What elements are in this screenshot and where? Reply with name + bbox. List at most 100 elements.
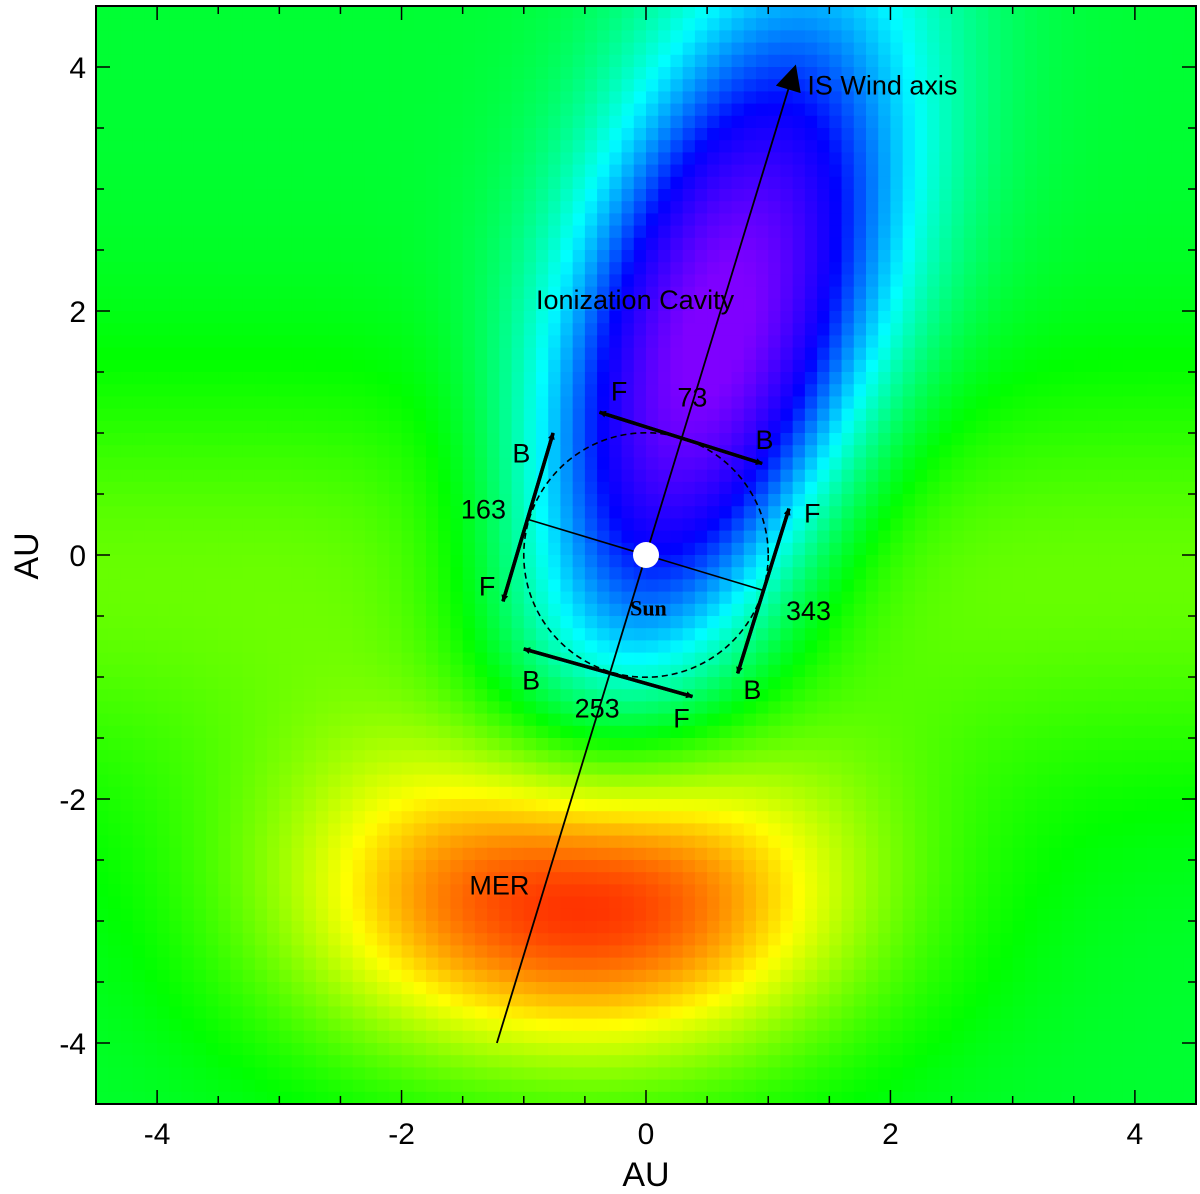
- heatmap-cell: [1073, 530, 1087, 544]
- heatmap-cell: [474, 420, 488, 434]
- heatmap-cell: [1134, 42, 1148, 56]
- heatmap-cell: [328, 628, 342, 641]
- heatmap-cell: [316, 189, 329, 202]
- heatmap-cell: [804, 664, 818, 678]
- heatmap-cell: [963, 262, 977, 275]
- heatmap-cell: [206, 408, 219, 422]
- heatmap-cell: [364, 335, 378, 349]
- heatmap-cell: [1134, 628, 1148, 641]
- heatmap-cell: [621, 237, 635, 251]
- heatmap-cell: [731, 542, 745, 556]
- heatmap-cell: [1061, 518, 1075, 532]
- heatmap-cell: [621, 201, 635, 214]
- heatmap-cell: [817, 79, 830, 92]
- heatmap-cell: [169, 433, 183, 446]
- heatmap-cell: [841, 408, 855, 422]
- heatmap-cell: [1049, 420, 1063, 434]
- heatmap-cell: [254, 311, 268, 324]
- heatmap-cell: [193, 567, 207, 580]
- heatmap-cell: [1183, 384, 1196, 397]
- heatmap-cell: [401, 372, 415, 385]
- heatmap-cell: [1000, 140, 1014, 153]
- heatmap-cell: [548, 176, 562, 190]
- heatmap-cell: [254, 469, 268, 483]
- heatmap-cell: [242, 579, 256, 593]
- heatmap-cell: [560, 128, 574, 141]
- heatmap-cell: [658, 213, 672, 227]
- heatmap-cell: [1024, 311, 1038, 324]
- heatmap-cell: [584, 396, 598, 410]
- heatmap-cell: [132, 640, 146, 654]
- heatmap-cell: [621, 396, 635, 410]
- heatmap-cell: [890, 274, 904, 288]
- heatmap-cell: [279, 616, 293, 629]
- heatmap-cell: [633, 457, 647, 471]
- heatmap-cell: [120, 506, 134, 519]
- heatmap-cell: [866, 79, 879, 92]
- heatmap-cell: [1110, 616, 1124, 629]
- heatmap-cell: [866, 189, 879, 202]
- heatmap-cell: [377, 237, 390, 251]
- heatmap-cell: [230, 335, 244, 349]
- heatmap-cell: [829, 494, 843, 507]
- heatmap-cell: [878, 67, 892, 80]
- heatmap-cell: [621, 433, 635, 446]
- heatmap-cell: [768, 591, 782, 605]
- heatmap-cell: [1147, 189, 1160, 202]
- heatmap-cell: [523, 469, 537, 483]
- heatmap-cell: [401, 128, 415, 141]
- heatmap-cell: [536, 176, 549, 190]
- heatmap-cell: [927, 213, 940, 227]
- heatmap-cell: [597, 189, 610, 202]
- heatmap-cell: [951, 616, 965, 629]
- heatmap-cell: [1147, 298, 1160, 312]
- heatmap-cell: [878, 274, 892, 288]
- heatmap-cell: [193, 225, 207, 239]
- heatmap-cell: [829, 542, 843, 556]
- heatmap-cell: [829, 420, 843, 434]
- heatmap-cell: [230, 469, 244, 483]
- heatmap-cell: [267, 6, 280, 19]
- heatmap-cell: [817, 189, 830, 202]
- heatmap-cell: [267, 176, 280, 190]
- heatmap-cell: [780, 384, 794, 397]
- heatmap-cell: [694, 664, 708, 678]
- heatmap-cell: [206, 323, 219, 336]
- heatmap-cell: [523, 152, 537, 166]
- heatmap-cell: [927, 225, 940, 239]
- heatmap-cell: [377, 469, 390, 483]
- heatmap-cell: [866, 664, 879, 678]
- heatmap-cell: [120, 616, 134, 629]
- heatmap-cell: [951, 481, 965, 495]
- heatmap-cell: [1073, 91, 1087, 105]
- heatmap-cell: [743, 54, 757, 68]
- heatmap-cell: [328, 67, 342, 80]
- heatmap-cell: [682, 481, 696, 495]
- heatmap-cell: [1012, 262, 1026, 275]
- heatmap-cell: [866, 250, 879, 263]
- heatmap-cell: [193, 359, 207, 373]
- heatmap-cell: [853, 152, 867, 166]
- heatmap-cell: [914, 18, 928, 31]
- heatmap-cell: [218, 481, 232, 495]
- heatmap-cell: [132, 6, 146, 19]
- heatmap-cell: [1000, 189, 1014, 202]
- heatmap-cell: [914, 323, 928, 336]
- heatmap-cell: [719, 616, 733, 629]
- heatmap-cell: [1098, 567, 1112, 580]
- heatmap-cell: [462, 652, 476, 666]
- heatmap-cell: [169, 579, 183, 593]
- heatmap-cell: [303, 250, 317, 263]
- heatmap-cell: [218, 579, 232, 593]
- heatmap-cell: [988, 628, 1002, 641]
- heatmap-cell: [413, 481, 427, 495]
- heatmap-cell: [890, 176, 904, 190]
- heatmap-cell: [462, 164, 476, 178]
- heatmap-cell: [474, 640, 488, 654]
- heatmap-cell: [914, 213, 928, 227]
- heatmap-cell: [1110, 396, 1124, 410]
- heatmap-cell: [804, 6, 818, 19]
- heatmap-cell: [1049, 237, 1063, 251]
- heatmap-cell: [340, 298, 354, 312]
- heatmap-cell: [963, 6, 977, 19]
